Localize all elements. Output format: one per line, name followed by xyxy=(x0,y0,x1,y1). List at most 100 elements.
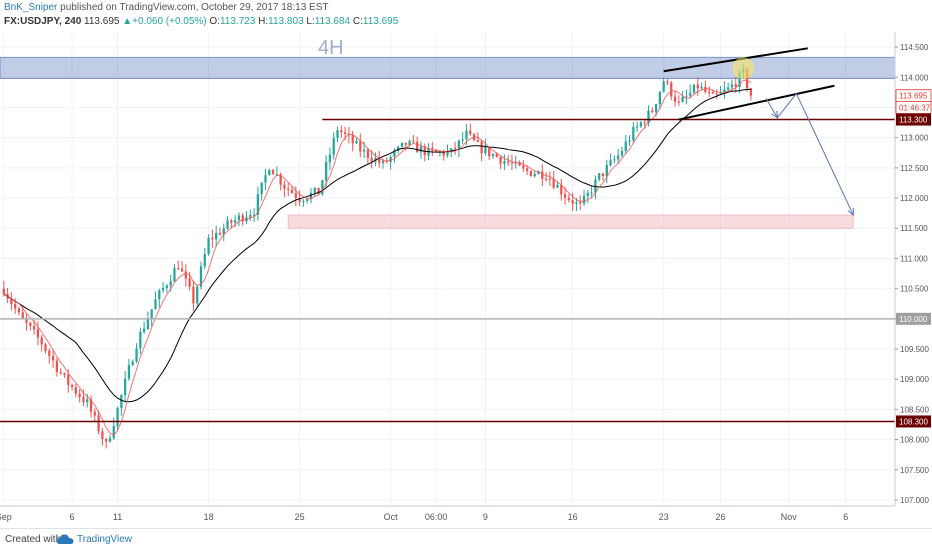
candle xyxy=(632,126,635,141)
candle xyxy=(533,173,536,176)
candle xyxy=(218,232,222,235)
author-link[interactable]: BnK_Sniper xyxy=(4,2,58,13)
candle xyxy=(139,331,142,349)
symbol-label[interactable]: FX:USDJPY, 240 xyxy=(4,16,82,27)
candle xyxy=(256,194,260,215)
ohlc-legend: FX:USDJPY, 240 113.695 ▲+0.060 (+0.05%) … xyxy=(4,16,398,27)
candle xyxy=(192,286,195,304)
candle xyxy=(25,318,28,323)
candle xyxy=(495,154,498,157)
candle xyxy=(67,374,70,385)
candle xyxy=(268,169,271,176)
close-value: 113.695 xyxy=(362,16,399,27)
channel-lower[interactable] xyxy=(678,84,835,121)
candle xyxy=(180,268,184,272)
highlight-circle xyxy=(732,57,755,80)
candle xyxy=(271,169,275,175)
candle xyxy=(196,286,199,304)
candle xyxy=(340,130,343,133)
candle xyxy=(32,326,36,330)
candle xyxy=(215,232,218,240)
time-tick-label: Nov xyxy=(781,512,798,522)
candle xyxy=(313,187,316,193)
price-label: 108.300 xyxy=(899,417,928,426)
price-tick-label: 111.000 xyxy=(900,254,928,263)
candle xyxy=(446,151,449,156)
price-tick-label: 108.500 xyxy=(900,405,929,414)
candle xyxy=(404,142,407,145)
candle xyxy=(491,154,495,157)
time-axis[interactable] xyxy=(0,506,932,528)
footer: Created with TradingView xyxy=(0,528,932,551)
candle xyxy=(97,415,100,432)
price-tick-label: 111.500 xyxy=(900,224,928,233)
candle xyxy=(2,288,5,295)
price-chart[interactable]: 4H114.500114.000113.500113.000112.500112… xyxy=(0,32,932,528)
candle xyxy=(241,215,244,222)
candle xyxy=(423,146,426,156)
candle xyxy=(738,72,741,88)
candle xyxy=(400,142,404,147)
candle xyxy=(503,161,506,164)
candle xyxy=(510,162,514,164)
tradingview-brand-link[interactable]: TradingView xyxy=(77,534,133,545)
candle xyxy=(635,126,639,128)
candle xyxy=(594,179,597,193)
low-label: L: xyxy=(306,16,315,27)
open-value: 113.723 xyxy=(219,16,256,27)
low-value: 113.684 xyxy=(314,16,351,27)
projection-arrowhead xyxy=(847,207,854,216)
watermark-label: 4H xyxy=(318,37,344,59)
candle xyxy=(336,130,339,139)
candle xyxy=(526,168,529,171)
channel-upper[interactable] xyxy=(663,47,808,73)
candle xyxy=(586,192,589,196)
candle xyxy=(165,285,169,288)
candle xyxy=(617,155,620,160)
price-tick-label: 112.500 xyxy=(900,164,929,173)
candle xyxy=(704,86,707,93)
candle xyxy=(730,84,734,88)
candle xyxy=(647,110,650,124)
candle xyxy=(685,95,688,97)
candle xyxy=(306,199,309,201)
price-tick-label: 114.000 xyxy=(900,73,929,82)
candle xyxy=(127,365,131,379)
candle xyxy=(17,308,21,313)
candle xyxy=(124,378,127,396)
candle xyxy=(158,290,161,300)
projection-segment xyxy=(777,93,797,119)
price-label-box xyxy=(896,312,931,325)
price-label: 113.300 xyxy=(899,116,928,125)
candle xyxy=(283,184,286,189)
candle xyxy=(670,82,673,97)
candle xyxy=(173,268,176,282)
candle xyxy=(662,81,665,92)
candle xyxy=(708,92,711,94)
candle xyxy=(499,156,502,164)
candle xyxy=(366,149,369,158)
candle xyxy=(393,150,396,157)
candle xyxy=(442,151,445,156)
candle xyxy=(609,160,612,166)
candle xyxy=(412,140,415,142)
candle xyxy=(658,91,662,105)
price-label-box xyxy=(896,415,931,428)
candle xyxy=(14,304,17,309)
candle xyxy=(571,200,574,204)
candle xyxy=(222,228,225,235)
slow-moving-average xyxy=(3,88,751,403)
candle xyxy=(711,92,715,94)
candle xyxy=(74,387,77,394)
candle xyxy=(548,178,552,180)
price-tick-label: 109.000 xyxy=(900,375,929,384)
candle xyxy=(101,431,104,440)
candle xyxy=(560,185,563,195)
time-tick-label: 06:00 xyxy=(425,512,448,522)
candle xyxy=(480,141,483,154)
candle xyxy=(654,104,658,113)
candle xyxy=(321,180,324,195)
candle xyxy=(343,132,347,134)
candle xyxy=(598,173,601,180)
candle xyxy=(135,348,138,362)
